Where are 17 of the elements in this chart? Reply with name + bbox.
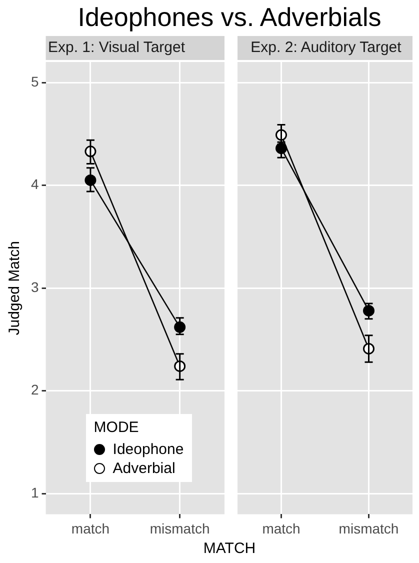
y-tick-label: 3	[30, 278, 39, 295]
x-tick-label: match	[71, 520, 110, 536]
x-axis-title: MATCH	[202, 540, 257, 557]
x-tick-label: mismatch	[338, 520, 399, 536]
y-tick-label: 2	[30, 382, 39, 398]
y-tick-label: 4	[30, 176, 39, 192]
y-axis-title: Judged Match	[6, 240, 24, 336]
chart-title: Ideophones vs. Adverbials	[76, 2, 382, 33]
x-tick-label: mismatch	[150, 520, 210, 536]
chart-subtitle: Exp. 2: Auditory Target	[250, 39, 402, 56]
legend-title: MODE	[94, 418, 140, 438]
y-tick-label: 5	[30, 73, 39, 90]
chart-subtitle: Exp. 1: Visual Target	[48, 39, 186, 56]
y-tick-label: 1	[30, 484, 39, 501]
x-tick-label: match	[262, 520, 300, 536]
legend-label: Adverbial	[112, 459, 176, 478]
legend-label: Ideophone	[112, 440, 184, 460]
